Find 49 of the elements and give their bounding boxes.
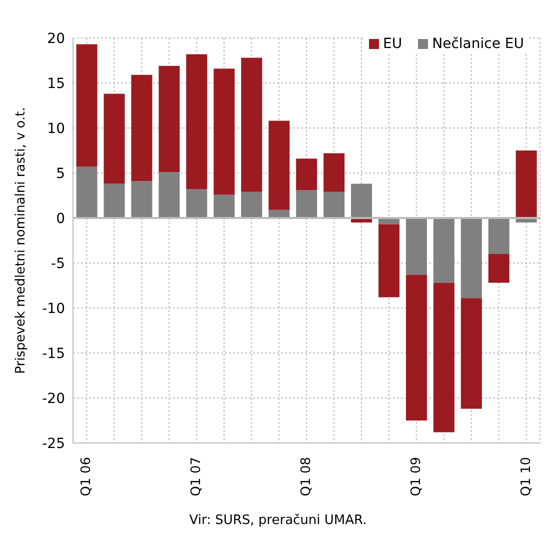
y-tick-label: -20 bbox=[42, 390, 65, 407]
legend-label: EU bbox=[382, 36, 402, 52]
x-tick-label: Q1 09 bbox=[408, 457, 424, 496]
bar bbox=[433, 282, 454, 432]
bar bbox=[378, 224, 400, 298]
bar bbox=[516, 150, 537, 218]
bar bbox=[104, 94, 125, 184]
text: Vir: SURS, preračuni UMAR. bbox=[188, 513, 368, 528]
bar bbox=[186, 54, 208, 190]
y-tick-label: 15 bbox=[47, 76, 65, 92]
bar bbox=[76, 166, 98, 218]
y-tick-label: -10 bbox=[42, 300, 65, 317]
y-tick-label: 0 bbox=[56, 210, 65, 227]
bar bbox=[351, 184, 372, 218]
bar bbox=[131, 74, 152, 182]
bar bbox=[158, 172, 180, 218]
bar bbox=[324, 153, 345, 192]
x-tick-label: Q1 10 bbox=[518, 457, 534, 496]
bar bbox=[324, 192, 345, 218]
bar bbox=[241, 58, 262, 192]
y-tick-label: -15 bbox=[42, 346, 65, 362]
bar bbox=[214, 68, 235, 195]
y-axis-title: Prispevek medletni nominalni rasti, v o.t. bbox=[14, 107, 29, 374]
bar bbox=[433, 218, 454, 283]
x-tick-label: Q1 07 bbox=[189, 457, 204, 496]
bar bbox=[268, 120, 290, 210]
bar bbox=[296, 190, 318, 218]
y-tick-label: 10 bbox=[47, 120, 65, 137]
bar bbox=[131, 181, 152, 218]
y-tick-label: -25 bbox=[42, 436, 65, 452]
y-tick-label: 5 bbox=[56, 166, 65, 182]
bar bbox=[76, 44, 98, 167]
y-tick-label: -5 bbox=[51, 256, 65, 272]
y-tick-label: 20 bbox=[47, 30, 65, 47]
bar bbox=[460, 218, 482, 298]
bar bbox=[488, 254, 510, 283]
x-tick-label: Q1 06 bbox=[79, 457, 94, 496]
bar bbox=[104, 184, 125, 218]
bar bbox=[214, 194, 235, 218]
bar bbox=[241, 192, 262, 218]
bar bbox=[296, 158, 318, 190]
bar bbox=[460, 298, 482, 409]
x-tick-label: Q1 08 bbox=[299, 457, 314, 496]
legend-label: Nečlanice EU bbox=[431, 36, 524, 52]
bar bbox=[158, 66, 180, 172]
bar bbox=[488, 218, 510, 254]
bar bbox=[186, 189, 208, 218]
bar bbox=[406, 274, 427, 420]
bar bbox=[406, 218, 427, 275]
